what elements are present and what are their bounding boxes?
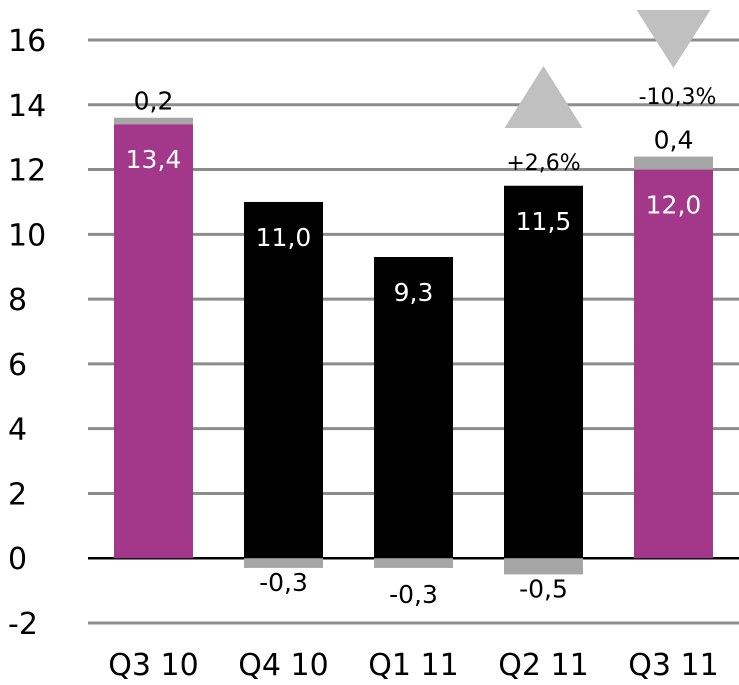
bar-adjustment bbox=[504, 558, 583, 575]
x-tick-label: Q3 10 bbox=[108, 648, 198, 683]
bar-value-label: 12,0 bbox=[646, 191, 702, 220]
y-tick-label: 0 bbox=[8, 542, 27, 577]
change-label: +2,6% bbox=[506, 151, 580, 176]
change-label: -10,3% bbox=[639, 85, 717, 110]
x-tick-label: Q1 11 bbox=[368, 648, 458, 683]
bar-value-label: 9,3 bbox=[394, 278, 434, 307]
bar-value-label: 13,4 bbox=[126, 145, 182, 174]
bar-main bbox=[114, 124, 193, 559]
bar-main bbox=[244, 201, 323, 559]
y-axis-ticks: 16 14 12 10 8 6 4 2 0 -2 bbox=[8, 24, 46, 642]
x-tick-label: Q4 10 bbox=[238, 648, 328, 683]
adjustment-value-label: 0,2 bbox=[134, 87, 174, 116]
y-tick-label: 16 bbox=[8, 24, 46, 59]
bar-adjustment bbox=[634, 156, 713, 170]
y-tick-label: 8 bbox=[8, 283, 27, 318]
x-tick-label: Q3 11 bbox=[628, 648, 718, 683]
up-arrow-icon bbox=[504, 66, 583, 128]
bar-adjustment bbox=[114, 117, 193, 125]
adjustment-value-label: -0,5 bbox=[519, 574, 568, 603]
bar-adjustment bbox=[244, 558, 323, 568]
bar-labels: 13,4 0,2 11,0 -0,3 9,3 -0,3 11,5 -0,5 12,0 0,4 bbox=[126, 87, 702, 609]
y-tick-label: -2 bbox=[8, 607, 38, 642]
bar-main bbox=[504, 185, 583, 559]
x-tick-label: Q2 11 bbox=[498, 648, 588, 683]
bar-adjustment bbox=[374, 558, 453, 568]
x-axis-ticks: Q3 10 Q4 10 Q1 11 Q2 11 Q3 11 bbox=[108, 648, 718, 683]
y-tick-label: 2 bbox=[8, 477, 27, 512]
y-tick-label: 14 bbox=[8, 89, 46, 124]
adjustment-value-label: -0,3 bbox=[389, 580, 438, 609]
bar-main bbox=[374, 257, 453, 559]
y-tick-label: 6 bbox=[8, 348, 27, 383]
y-tick-label: 10 bbox=[8, 218, 46, 253]
y-tick-label: 4 bbox=[8, 413, 27, 448]
adjustment-value-label: -0,3 bbox=[259, 568, 308, 597]
y-tick-label: 12 bbox=[8, 154, 46, 189]
bars bbox=[114, 117, 713, 575]
bar-main bbox=[634, 169, 713, 559]
adjustment-value-label: 0,4 bbox=[654, 126, 694, 155]
bar-value-label: 11,5 bbox=[516, 207, 572, 236]
down-arrow-icon bbox=[636, 10, 711, 68]
bar-value-label: 11,0 bbox=[256, 223, 312, 252]
change-annotations: +2,6% -10,3% bbox=[504, 10, 717, 176]
